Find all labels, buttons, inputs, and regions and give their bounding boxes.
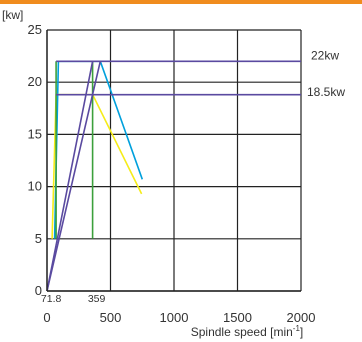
x-axis-label-text: Spindle speed [min bbox=[191, 325, 293, 339]
x-axis-label-superscript: -1 bbox=[293, 324, 301, 333]
y-tick-label-3: 15 bbox=[28, 126, 42, 141]
chart-series bbox=[46, 60, 301, 292]
y-tick-label-0: 0 bbox=[35, 283, 42, 298]
x-tick-label-3: 1500 bbox=[223, 310, 252, 325]
top-accent-bar bbox=[0, 0, 362, 4]
y-unit-label: [kw] bbox=[2, 8, 23, 22]
y-tick-label-5: 25 bbox=[28, 22, 42, 37]
y-tick-label-1: 5 bbox=[35, 231, 42, 246]
series-line-0 bbox=[53, 60, 144, 239]
chart-axes bbox=[46, 30, 301, 292]
speed-annotation-1: 359 bbox=[88, 293, 106, 305]
x-tick-label-1: 500 bbox=[100, 310, 122, 325]
chart-grid bbox=[46, 29, 302, 292]
x-tick-label-2: 1000 bbox=[160, 310, 189, 325]
y-tick-label-4: 20 bbox=[28, 74, 42, 89]
speed-annotation-0: 71.8 bbox=[41, 293, 62, 305]
x-tick-label-4: 2000 bbox=[287, 310, 316, 325]
x-axis-label-close: ] bbox=[300, 325, 303, 339]
series-line-5 bbox=[46, 61, 102, 292]
y-tick-label-2: 10 bbox=[28, 179, 42, 194]
x-tick-label-0: 0 bbox=[43, 310, 50, 325]
series-line-1 bbox=[51, 93, 143, 239]
power-label-1: 18.5kw bbox=[307, 85, 345, 99]
x-axis-label: Spindle speed [min-1] bbox=[191, 324, 304, 339]
power-label-0: 22kw bbox=[311, 48, 339, 62]
series-line-4 bbox=[46, 61, 94, 292]
chart-labels: [kw] Spindle speed [min-1] 0 500 1000 1500 2… bbox=[2, 8, 345, 339]
